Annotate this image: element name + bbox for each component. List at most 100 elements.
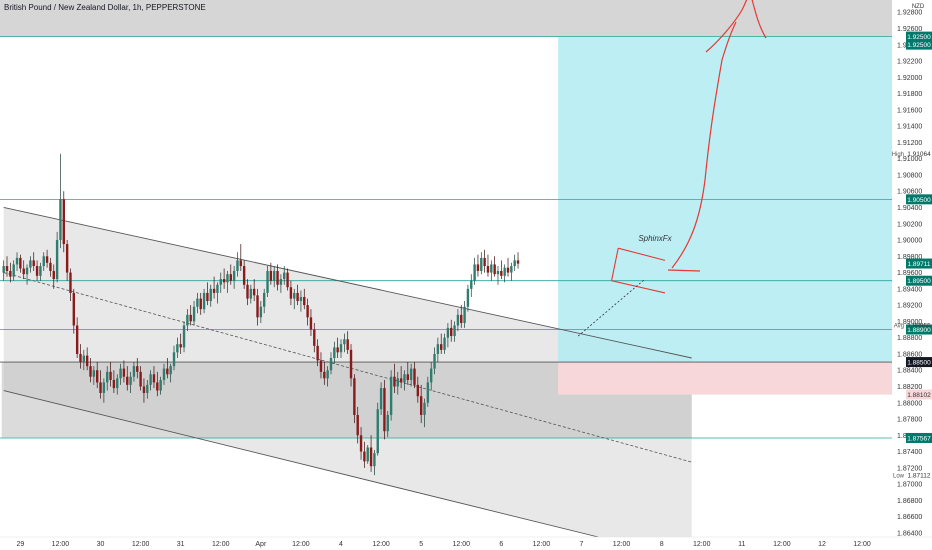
candle-body bbox=[373, 453, 376, 467]
time-tick-label: 12:00 bbox=[132, 541, 150, 548]
candle-body bbox=[353, 378, 356, 415]
price-tick-label: 1.87200 bbox=[897, 465, 922, 472]
price-tick-label: 1.91600 bbox=[897, 107, 922, 114]
candle-body bbox=[69, 272, 72, 293]
candle-body bbox=[440, 344, 443, 350]
candle-body bbox=[129, 376, 132, 385]
candle-body bbox=[116, 378, 119, 389]
candle-body bbox=[112, 379, 116, 389]
candle-body bbox=[356, 414, 359, 436]
stop-zone bbox=[558, 362, 892, 395]
candle-body bbox=[209, 288, 212, 302]
candle-body bbox=[326, 370, 329, 379]
candle-body bbox=[142, 386, 146, 393]
candle-body bbox=[333, 347, 336, 358]
candle-body bbox=[463, 306, 466, 324]
candle-body bbox=[182, 325, 186, 348]
time-tick-label: 12:00 bbox=[452, 541, 470, 548]
candle-body bbox=[396, 378, 399, 387]
candle-body bbox=[126, 376, 129, 385]
price-tick-label: 1.92000 bbox=[897, 75, 922, 82]
candle-body bbox=[252, 288, 256, 296]
price-label-box bbox=[906, 324, 932, 335]
bull-flag-drawing bbox=[577, 247, 666, 337]
candle-body bbox=[289, 287, 293, 299]
projection-arrow-right bbox=[751, 0, 767, 39]
stat-value: 1.91064 bbox=[907, 151, 931, 158]
candle-body bbox=[486, 266, 490, 273]
price-tick-label: 1.91400 bbox=[897, 124, 922, 131]
candle-body bbox=[72, 292, 76, 326]
price-label-box bbox=[906, 258, 932, 269]
price-tick-label: 1.88200 bbox=[897, 384, 922, 391]
candle-body bbox=[346, 339, 349, 350]
candle-body bbox=[496, 270, 500, 275]
candle-body bbox=[483, 257, 486, 267]
candle-body bbox=[82, 355, 86, 363]
candle-body bbox=[286, 272, 289, 288]
candle-body bbox=[409, 368, 413, 380]
price-tick-label: 1.88600 bbox=[897, 351, 922, 358]
candle-body bbox=[49, 262, 52, 271]
time-axis[interactable]: 29 12:00 30 12:00 31 12:00 Apr 12:00 4 12:00 5 12:0… bbox=[0, 536, 932, 550]
candle-body bbox=[206, 292, 209, 302]
channel-lower-line bbox=[3, 390, 599, 538]
time-tick-label: 11 bbox=[738, 541, 745, 548]
candle-body bbox=[236, 260, 239, 271]
flag-upper-line bbox=[618, 247, 666, 261]
candle-body bbox=[490, 264, 493, 273]
price-label-box bbox=[906, 31, 932, 42]
candle-body bbox=[366, 447, 369, 462]
price-label-text: 1.88500 bbox=[907, 360, 931, 367]
price-tick-label: 1.86600 bbox=[897, 514, 922, 521]
candle-body bbox=[109, 371, 112, 380]
candle-body bbox=[436, 344, 440, 354]
projection-arrow-left bbox=[705, 0, 748, 53]
price-tick-label: 1.87000 bbox=[897, 482, 922, 489]
candle-body bbox=[413, 368, 416, 385]
candle-body bbox=[296, 292, 299, 302]
candle-body bbox=[306, 305, 309, 318]
price-label-text: 1.87567 bbox=[907, 435, 931, 442]
candle-body bbox=[122, 368, 126, 377]
time-tick-label: 12:00 bbox=[292, 541, 310, 548]
price-axis[interactable]: 1.928001.926001.924001.922001.920001.918… bbox=[892, 0, 932, 550]
candle-body bbox=[493, 264, 496, 275]
candle-body bbox=[406, 374, 410, 380]
price-label-box bbox=[906, 275, 932, 286]
candle-body bbox=[9, 270, 12, 277]
price-tick-label: 1.90400 bbox=[897, 205, 922, 212]
candle-body bbox=[199, 298, 202, 310]
candle-body bbox=[313, 329, 316, 346]
price-tick-label: 1.86800 bbox=[897, 498, 922, 505]
candle-body bbox=[386, 414, 389, 432]
candle-body bbox=[433, 353, 436, 369]
candle-body bbox=[42, 256, 45, 267]
candle-body bbox=[389, 376, 393, 415]
candle-body bbox=[279, 279, 283, 285]
candle-body bbox=[376, 409, 379, 454]
time-tick-label: 12:00 bbox=[52, 541, 70, 548]
candle-body bbox=[299, 296, 303, 302]
candle-body bbox=[516, 260, 520, 264]
candle-body bbox=[349, 349, 353, 379]
time-tick-label: Apr bbox=[255, 541, 267, 548]
candle-body bbox=[510, 266, 513, 273]
candle-body bbox=[169, 366, 172, 375]
candle-body bbox=[500, 270, 503, 276]
candle-body bbox=[186, 314, 189, 326]
horizontal-levels bbox=[0, 36, 892, 439]
price-tick-label: 1.91800 bbox=[897, 91, 922, 98]
chart-title: British Pound / New Zealand Dollar, 1h, … bbox=[4, 3, 206, 12]
candle-body bbox=[303, 296, 306, 306]
candle-body bbox=[35, 266, 39, 276]
candle-body bbox=[443, 337, 446, 350]
candle-body bbox=[176, 344, 179, 353]
candle-body bbox=[226, 274, 229, 283]
candle-body bbox=[273, 270, 276, 281]
candle-body bbox=[276, 270, 279, 285]
candle-body bbox=[309, 317, 313, 330]
price-label-text: 1.89500 bbox=[907, 278, 931, 285]
price-tick-label: 1.92200 bbox=[897, 59, 922, 66]
